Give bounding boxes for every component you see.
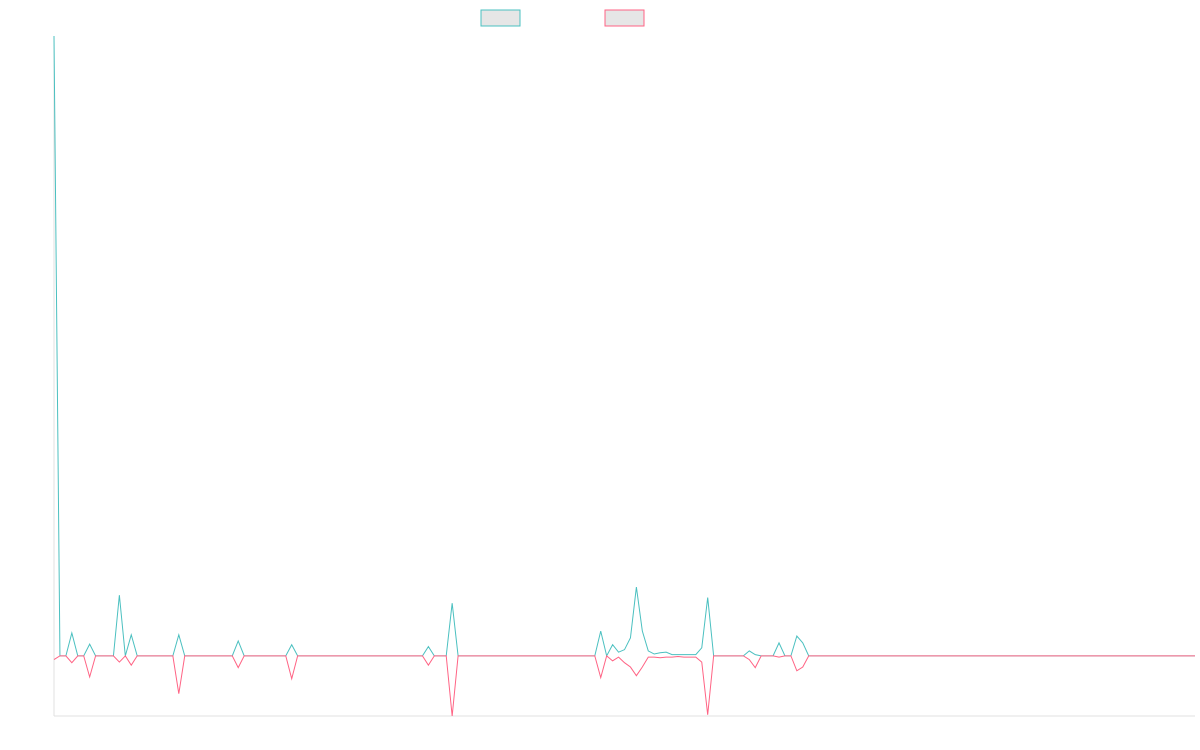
legend-swatch[interactable] xyxy=(480,9,521,27)
series-line xyxy=(53,654,1195,717)
series-line xyxy=(53,35,1195,658)
legend-swatch[interactable] xyxy=(604,9,645,27)
